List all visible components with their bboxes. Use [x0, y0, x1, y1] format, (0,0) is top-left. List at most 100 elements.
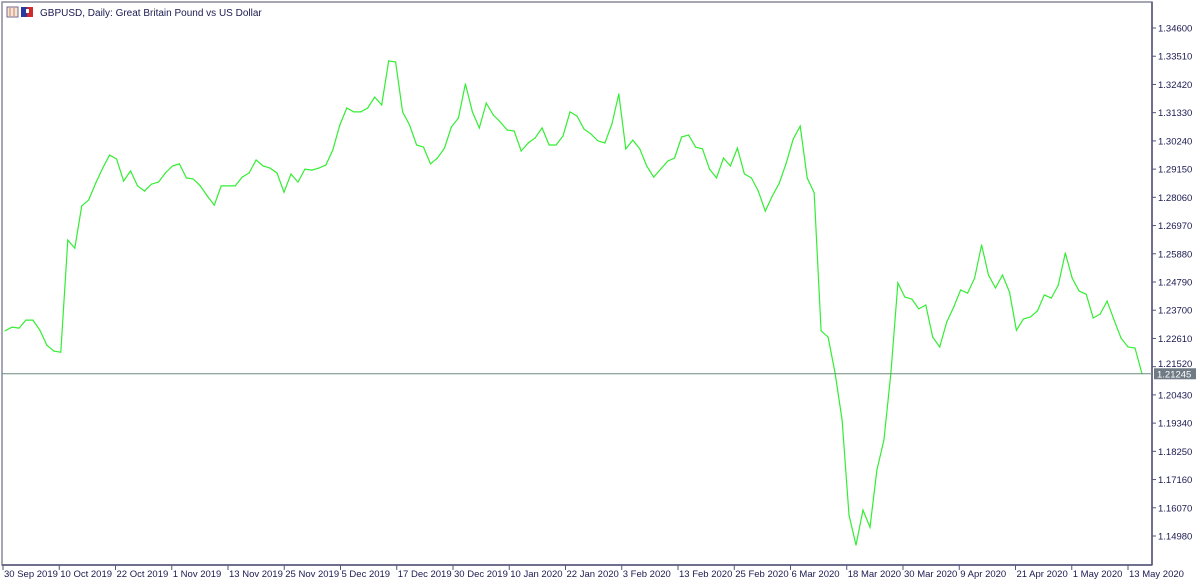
window-icons: [6, 6, 33, 18]
data-point: [987, 274, 990, 276]
data-point: [1071, 277, 1073, 279]
data-point: [241, 176, 243, 178]
data-point: [911, 298, 913, 300]
data-point: [792, 138, 794, 140]
data-point: [639, 148, 641, 150]
data-point: [1127, 346, 1129, 348]
data-point: [269, 167, 271, 169]
data-point: [395, 61, 397, 63]
current-price-layer: 1.21245: [2, 368, 1196, 380]
data-point: [457, 117, 460, 119]
data-point: [569, 111, 571, 113]
data-point: [904, 296, 906, 298]
data-point: [422, 146, 425, 148]
data-point: [129, 170, 132, 172]
y-tick-label: 1.32420: [1158, 80, 1192, 91]
data-point: [4, 330, 6, 332]
data-point: [1064, 252, 1066, 254]
data-point: [492, 114, 494, 116]
data-point: [785, 162, 787, 164]
data-point: [95, 182, 97, 184]
x-tick-label: 18 Mar 2020: [848, 569, 901, 580]
data-point: [178, 163, 180, 165]
data-point: [960, 289, 962, 291]
data-point: [485, 102, 487, 104]
data-point: [939, 346, 941, 348]
data-point: [827, 336, 829, 338]
data-point: [164, 172, 167, 174]
data-point: [464, 83, 466, 85]
data-point: [81, 205, 83, 207]
data-point: [555, 144, 557, 146]
data-point: [973, 277, 976, 279]
data-point: [925, 304, 927, 306]
symbol-flag-icon: [21, 7, 33, 17]
data-point: [799, 125, 801, 127]
data-point: [520, 150, 522, 152]
data-point: [618, 93, 620, 95]
y-tick-label: 1.25880: [1158, 249, 1192, 260]
data-point: [471, 111, 473, 113]
data-point: [897, 282, 899, 284]
y-tick-label: 1.34600: [1158, 24, 1192, 35]
data-point: [1057, 284, 1059, 286]
chart-title: GBPUSD, Daily: Great Britain Pound vs US…: [40, 8, 262, 19]
current-price-badge: [1154, 368, 1196, 380]
data-point: [53, 350, 55, 352]
data-point: [339, 124, 341, 126]
data-point: [757, 190, 759, 192]
data-point: [388, 60, 390, 62]
data-point: [980, 244, 983, 246]
data-point: [660, 168, 662, 170]
y-tick-label: 1.29150: [1158, 165, 1192, 176]
data-point: [262, 165, 264, 167]
x-tick-label: 17 Dec 2019: [398, 569, 452, 580]
data-point: [562, 135, 564, 137]
price-line: [4, 60, 1143, 546]
x-tick-label: 6 Mar 2020: [792, 569, 840, 580]
data-point: [248, 172, 250, 174]
data-point: [318, 167, 320, 169]
x-tick-label: 1 May 2020: [1073, 569, 1123, 580]
chart-window-icon: [6, 6, 19, 18]
data-point: [227, 185, 229, 187]
data-point: [653, 176, 655, 178]
data-point: [681, 136, 683, 138]
data-point: [136, 185, 139, 187]
data-point: [1036, 310, 1038, 312]
data-point: [1015, 329, 1018, 331]
data-point: [290, 173, 292, 175]
data-point: [604, 142, 606, 144]
data-point: [171, 165, 174, 167]
plot-area: [1, 1, 1153, 566]
x-tick-label: 13 May 2020: [1129, 569, 1184, 580]
y-tick-label: 1.21520: [1158, 359, 1192, 370]
data-point: [213, 204, 215, 206]
data-point: [583, 128, 585, 130]
data-point: [611, 123, 613, 125]
data-point: [185, 177, 187, 179]
data-point: [74, 247, 76, 249]
data-point: [701, 148, 704, 150]
data-point: [918, 308, 920, 310]
x-tick-label: 10 Jan 2020: [510, 569, 562, 580]
data-point: [325, 164, 327, 166]
data-point: [499, 121, 501, 123]
data-point: [548, 144, 550, 146]
data-point: [708, 168, 711, 170]
y-tick-label: 1.16070: [1158, 503, 1192, 514]
data-point: [869, 526, 871, 528]
data-point: [234, 185, 236, 187]
data-point: [1120, 337, 1122, 339]
data-point: [1092, 317, 1094, 319]
data-point: [143, 190, 146, 192]
data-point: [506, 129, 508, 131]
data-point: [199, 185, 201, 187]
data-point: [415, 144, 418, 146]
x-tick-label: 25 Nov 2019: [285, 569, 339, 580]
data-point: [122, 180, 125, 182]
data-point: [402, 111, 404, 113]
data-point: [1008, 291, 1011, 293]
y-tick-label: 1.22610: [1158, 334, 1192, 345]
